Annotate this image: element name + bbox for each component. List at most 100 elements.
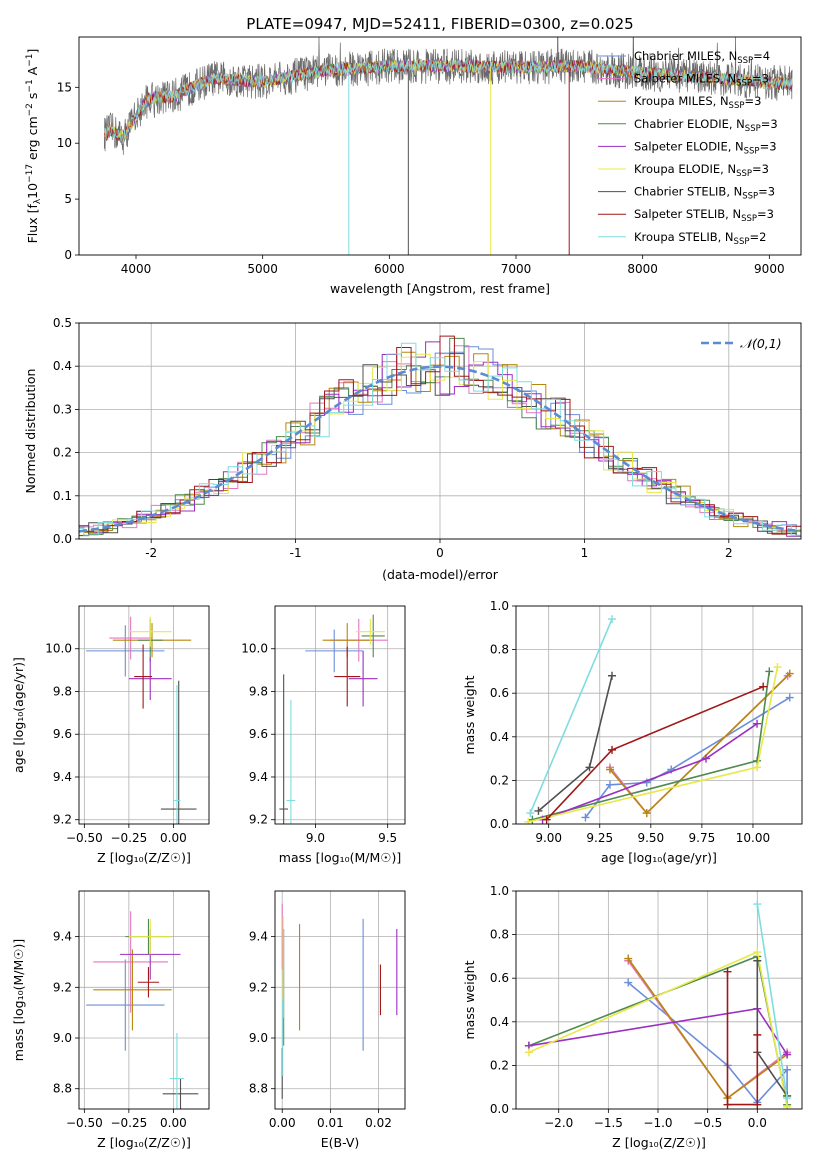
- weight-point-marker: [723, 967, 732, 976]
- weight-point-marker: [608, 671, 617, 680]
- weight-point-marker: [753, 900, 762, 909]
- weight-point-marker: [753, 1030, 762, 1039]
- weight_vs_Z-ylabel: mass weight: [462, 960, 477, 1039]
- x-tick-label: -2: [145, 546, 157, 560]
- x-tick-label: 2: [725, 546, 733, 560]
- mass_vs_ebv-xlabel: E(B-V): [321, 1135, 360, 1150]
- y-tick-label: 9.2: [249, 813, 268, 827]
- weight-point-marker: [785, 669, 794, 678]
- x-tick-label: −0.50: [66, 1116, 103, 1130]
- weight_vs_age-ylabel: mass weight: [462, 675, 477, 754]
- weight-point-marker: [642, 809, 651, 818]
- legend-entry: Kroupa STELIB, NSSP=2: [634, 230, 766, 247]
- histogram-series: [79, 353, 801, 537]
- x-tick-label: 9.5: [378, 831, 397, 845]
- age_vs_Z-axes: −0.50 −0.25 0.00 9.2 9.4 9.6 9.8 10.0: [45, 606, 209, 845]
- weight-point-marker: [581, 813, 590, 822]
- mass_vs_ebv-points: [281, 903, 398, 1099]
- y-tick-label: 9.0: [249, 1031, 268, 1045]
- legend-entry-normal: 𝒩(0,1): [740, 336, 782, 351]
- y-tick-label: 0.4: [53, 359, 72, 373]
- weight_vs_Z-xlabel: Z [log₁₀(Z/Z☉)]: [612, 1135, 706, 1150]
- weight_vs_age-frame: [515, 605, 803, 825]
- y-tick-label: 8.8: [53, 1082, 72, 1096]
- x-tick-label: 9000: [754, 262, 785, 276]
- x-tick-label: 0.00: [269, 1116, 296, 1130]
- weight-point-marker: [605, 765, 614, 774]
- x-tick-label: 6000: [374, 262, 405, 276]
- spectrum-xlabel: wavelength [Angstrom, rest frame]: [330, 281, 550, 296]
- weight_vs_age-axes: 9.00 9.25 9.50 9.75 10.00 0.0 0.2 0.4 0.6 0.8 1.0: [490, 599, 802, 845]
- x-tick-label: 5000: [247, 262, 278, 276]
- weight-point-marker: [524, 817, 533, 824]
- mass_vs_ebv-frame: [274, 890, 406, 1110]
- residuals-frame: [78, 322, 802, 540]
- y-tick-label: 0: [64, 248, 72, 262]
- x-tick-label: −2.0: [544, 1116, 573, 1130]
- y-tick-label: 9.6: [249, 727, 268, 741]
- y-tick-label: 1.0: [490, 884, 509, 898]
- spectrum-lines: [103, 37, 793, 255]
- weight-point-marker: [524, 1048, 533, 1057]
- weight-point-marker: [783, 1102, 792, 1109]
- legend-entry: Salpeter STELIB, NSSP=3: [634, 207, 774, 224]
- spectrum-axes: 4000 5000 6000 7000 8000 9000 0 5 10 15: [57, 80, 785, 276]
- spectrum-series-line: [104, 58, 793, 144]
- x-tick-label: -1: [290, 546, 302, 560]
- x-tick-label: 0.00: [160, 831, 187, 845]
- spectrum-ylabel: Flux [fλ10−17 erg cm−2 s−1 A−1]: [25, 49, 43, 244]
- spectrum-legend: Chabrier MILES, NSSP=4 Salpeter MILES, NS…: [598, 49, 778, 247]
- age_vs_Z-ylabel: age [log₁₀(age/yr)]: [11, 657, 26, 773]
- x-tick-label: 0: [436, 546, 444, 560]
- y-tick-label: 0.1: [53, 489, 72, 503]
- x-tick-label: 9.75: [689, 831, 716, 845]
- histograms: [79, 335, 801, 537]
- y-tick-label: 0.3: [53, 402, 72, 416]
- y-tick-label: 0.8: [490, 928, 509, 942]
- age_vs_mass-points: [279, 614, 388, 824]
- weight-point-marker: [526, 809, 535, 818]
- x-tick-label: 4000: [121, 262, 152, 276]
- age_vs_mass-frame: [274, 605, 406, 825]
- weight-point-marker: [624, 978, 633, 987]
- weight-point-marker: [624, 954, 633, 963]
- weight-point-marker: [542, 815, 551, 824]
- age_vs_Z-xlabel: Z [log₁₀(Z/Z☉)]: [97, 850, 191, 865]
- weight_vs_age-xlabel: age [log₁₀(age/yr)]: [601, 850, 717, 865]
- y-tick-label: 0.6: [490, 971, 509, 985]
- weight-series-line: [546, 685, 764, 821]
- x-tick-label: −1.5: [594, 1116, 623, 1130]
- mass_vs_Z-points: [86, 911, 199, 1109]
- y-tick-label: 9.4: [53, 770, 72, 784]
- y-tick-label: 10: [57, 136, 72, 150]
- x-tick-label: 1: [581, 546, 589, 560]
- age_vs_mass-xlabel: mass [log₁₀(M/M☉)]: [279, 850, 401, 865]
- age_vs_mass-axes: 9.0 9.5 9.2 9.4 9.6 9.8 10.0: [241, 606, 405, 845]
- y-tick-label: 9.2: [249, 980, 268, 994]
- y-tick-label: 9.8: [53, 684, 72, 698]
- weight-point-marker: [701, 754, 710, 763]
- weight-point-marker: [765, 667, 774, 676]
- age_vs_Z-points: [86, 616, 197, 824]
- y-tick-label: 9.4: [249, 930, 268, 944]
- mass_vs_Z-frame: [78, 890, 210, 1110]
- x-tick-label: 9.25: [586, 831, 613, 845]
- x-tick-label: −0.5: [693, 1116, 722, 1130]
- weight-point-marker: [608, 745, 617, 754]
- weight-point-marker: [585, 763, 594, 772]
- legend-entry: Salpeter ELODIE, NSSP=3: [634, 139, 777, 156]
- legend-entry: Kroupa MILES, NSSP=3: [634, 94, 761, 111]
- spectrum-frame: [78, 36, 802, 256]
- y-tick-label: 0.6: [490, 686, 509, 700]
- x-tick-label: −0.50: [66, 831, 103, 845]
- weight-point-marker: [753, 956, 762, 965]
- residuals-xlabel: (data-model)/error: [382, 567, 499, 582]
- y-tick-label: 8.8: [249, 1082, 268, 1096]
- weight-series-line: [756, 903, 788, 1099]
- residuals-ylabel: Normed distribution: [23, 369, 38, 494]
- weight-point-marker: [753, 763, 762, 772]
- legend-entry: Chabrier MILES, NSSP=4: [634, 49, 770, 66]
- y-tick-label: 9.0: [53, 1031, 72, 1045]
- figure-title: PLATE=0947, MJD=52411, FIBERID=0300, z=0…: [246, 15, 633, 33]
